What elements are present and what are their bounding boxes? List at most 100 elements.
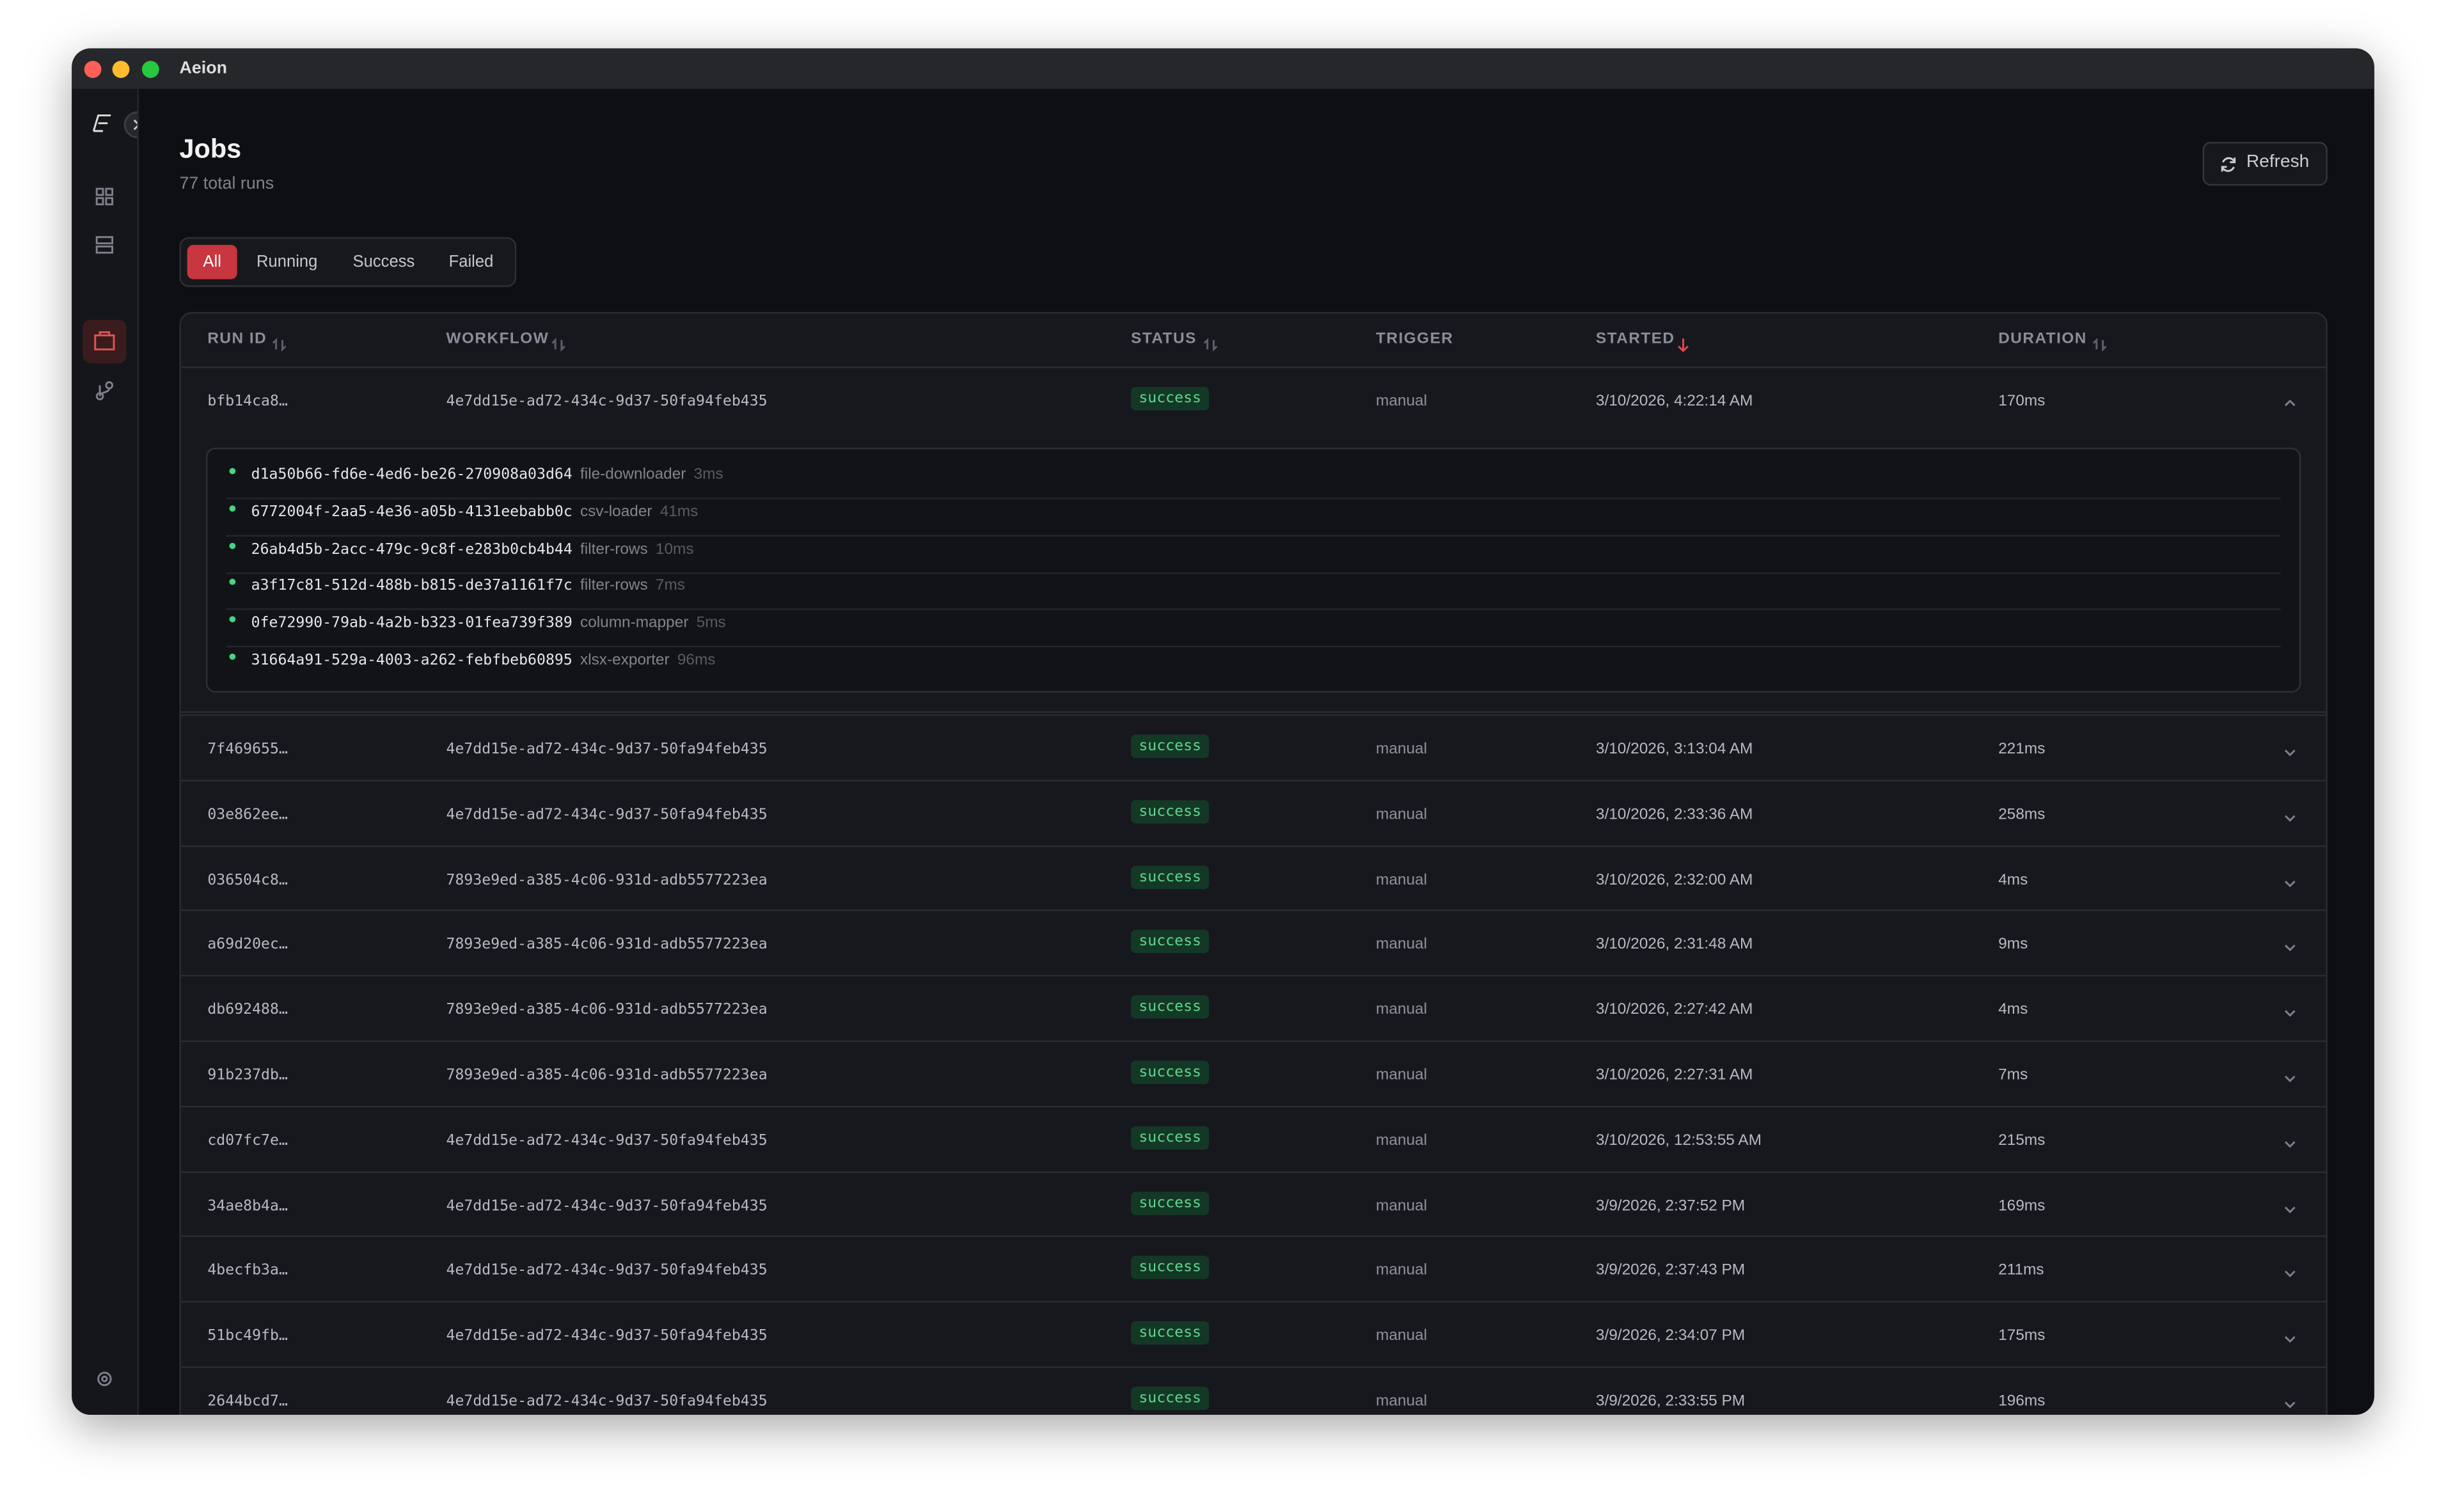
step-id: 0fe72990-79ab-4a2b-b323-01fea739f389 bbox=[251, 615, 572, 633]
cell: 3/9/2026, 2:34:07 PM bbox=[1595, 1327, 1746, 1345]
cell: 7ms bbox=[1998, 1067, 2028, 1084]
step-id: a3f17c81-512d-488b-b815-de37a1161f7c bbox=[251, 578, 572, 595]
cell: bfb14ca8… bbox=[207, 393, 288, 411]
cell: cd07fc7e… bbox=[207, 1132, 288, 1149]
cell: 4e7dd15e-ad72-434c-9d37-50fa94feb435 bbox=[446, 1197, 768, 1215]
table-row[interactable]: 91b237db… 7893e9ed-a385-4c06-931d-adb5577… bbox=[180, 1040, 2326, 1106]
cell: 34ae8b4a… bbox=[207, 1197, 288, 1215]
column-header: STARTED bbox=[1595, 331, 1675, 348]
step-duration: 3ms bbox=[693, 466, 723, 484]
icon bbox=[2282, 391, 2298, 420]
cell: 7893e9ed-a385-4c06-931d-adb5577223ea bbox=[446, 1002, 768, 1019]
column-header: WORKFLOW bbox=[446, 331, 549, 348]
icon bbox=[2282, 1131, 2298, 1159]
icon bbox=[2282, 805, 2298, 833]
cell: 3/10/2026, 2:27:42 AM bbox=[1595, 1002, 1753, 1019]
step-duration: 7ms bbox=[655, 578, 686, 595]
cell: 7893e9ed-a385-4c06-931d-adb5577223ea bbox=[446, 871, 768, 889]
table-row[interactable]: 2644bcd7… 4e7dd15e-ad72-434c-9d37-50fa94f… bbox=[180, 1366, 2326, 1415]
table-row[interactable]: 34ae8b4a… 4e7dd15e-ad72-434c-9d37-50fa94f… bbox=[180, 1170, 2326, 1236]
table-row[interactable]: 03e862ee… 4e7dd15e-ad72-434c-9d37-50fa94f… bbox=[180, 779, 2326, 845]
status-badge: success bbox=[1131, 1126, 1210, 1149]
table-row[interactable]: db692488… 7893e9ed-a385-4c06-931d-adb5577… bbox=[180, 975, 2326, 1041]
step-duration: 5ms bbox=[696, 615, 726, 633]
icon bbox=[2282, 870, 2298, 898]
column-header: STATUS bbox=[1131, 331, 1197, 348]
step-node: file-downloader bbox=[580, 466, 686, 484]
cell: 3/10/2026, 2:32:00 AM bbox=[1595, 871, 1753, 889]
column-header: RUN ID bbox=[207, 331, 267, 348]
step-node: filter-rows bbox=[580, 540, 648, 558]
cell: 4ms bbox=[1998, 871, 2028, 889]
cell: a69d20ec… bbox=[207, 936, 288, 954]
step-id: 6772004f-2aa5-4e36-a05b-4131eebabb0c bbox=[251, 503, 572, 521]
cell: 4becfb3a… bbox=[207, 1262, 288, 1280]
cell: manual bbox=[1376, 1132, 1428, 1149]
cell: 4e7dd15e-ad72-434c-9d37-50fa94feb435 bbox=[446, 393, 768, 411]
icon bbox=[2092, 332, 2107, 360]
status-badge: success bbox=[1131, 865, 1210, 889]
step-node: xlsx-exporter bbox=[580, 652, 670, 670]
refresh-button[interactable]: Refresh bbox=[2202, 141, 2328, 186]
filter-tabs: All Running Success Failed bbox=[179, 237, 517, 287]
cell: manual bbox=[1376, 1002, 1428, 1019]
cell: manual bbox=[1376, 806, 1428, 824]
status-dot bbox=[229, 505, 236, 512]
status-badge: success bbox=[1131, 1387, 1210, 1410]
sidebar-icons bbox=[83, 111, 151, 1387]
table-row[interactable]: 036504c8… 7893e9ed-a385-4c06-931d-adb5577… bbox=[180, 844, 2326, 910]
cell: 4e7dd15e-ad72-434c-9d37-50fa94feb435 bbox=[446, 806, 768, 824]
refresh-icon bbox=[2221, 157, 2236, 172]
cell: manual bbox=[1376, 871, 1428, 889]
step-node: column-mapper bbox=[580, 615, 689, 633]
icon bbox=[2282, 1000, 2298, 1028]
step: 26ab4d5b-2acc-479c-9c8f-e283b0cb4b44 filt… bbox=[226, 536, 2281, 574]
step-node: csv-loader bbox=[580, 503, 652, 521]
table-row[interactable]: a69d20ec… 7893e9ed-a385-4c06-931d-adb5577… bbox=[180, 910, 2326, 975]
table-row[interactable]: 51bc49fb… 4e7dd15e-ad72-434c-9d37-50fa94f… bbox=[180, 1301, 2326, 1366]
filter-tab[interactable]: All bbox=[187, 244, 237, 280]
step-line: 26ab4d5b-2acc-479c-9c8f-e283b0cb4b44 filt… bbox=[251, 540, 694, 558]
table-row[interactable]: 4becfb3a… 4e7dd15e-ad72-434c-9d37-50fa94f… bbox=[180, 1236, 2326, 1301]
cell: db692488… bbox=[207, 1002, 288, 1019]
cell: 4e7dd15e-ad72-434c-9d37-50fa94feb435 bbox=[446, 1132, 768, 1149]
filter-tab[interactable]: Success bbox=[352, 253, 415, 272]
cell: 2644bcd7… bbox=[207, 1392, 288, 1410]
table-row[interactable]: cd07fc7e… 4e7dd15e-ad72-434c-9d37-50fa94f… bbox=[180, 1105, 2326, 1171]
cell: manual bbox=[1376, 1327, 1428, 1345]
cell: 3/10/2026, 2:31:48 AM bbox=[1595, 936, 1753, 954]
status-badge: success bbox=[1131, 799, 1210, 824]
step-duration: 41ms bbox=[659, 503, 698, 521]
column-header: DURATION bbox=[1998, 331, 2087, 348]
cell: 3/10/2026, 3:13:04 AM bbox=[1595, 741, 1753, 759]
cell: manual bbox=[1376, 1392, 1428, 1410]
cell: 036504c8… bbox=[207, 871, 288, 889]
cell: 7f469655… bbox=[207, 741, 288, 759]
cell: manual bbox=[1376, 1067, 1428, 1084]
icon bbox=[271, 332, 287, 360]
status-badge: success bbox=[1131, 930, 1210, 954]
status-badge: success bbox=[1131, 386, 1210, 411]
filter-tab[interactable]: Failed bbox=[448, 253, 494, 272]
status-badge: success bbox=[1131, 995, 1210, 1019]
window-title: Aeion bbox=[179, 59, 227, 78]
cell: manual bbox=[1376, 1262, 1428, 1280]
cell: manual bbox=[1376, 741, 1428, 759]
icon bbox=[551, 332, 566, 360]
cell: 3/9/2026, 2:37:52 PM bbox=[1595, 1197, 1746, 1215]
cell: 3/10/2026, 4:22:14 AM bbox=[1595, 393, 1753, 411]
title-bar: Aeion bbox=[72, 48, 2374, 90]
cell: 170ms bbox=[1998, 393, 2046, 411]
status-dot bbox=[229, 579, 236, 586]
cell: 3/10/2026, 2:27:31 AM bbox=[1595, 1067, 1753, 1084]
cell: 3/10/2026, 2:33:36 AM bbox=[1595, 806, 1753, 824]
filter-tab[interactable]: Running bbox=[256, 253, 318, 272]
table-row[interactable]: bfb14ca8… 4e7dd15e-ad72-434c-9d37-50fa94f… bbox=[180, 366, 2326, 432]
table-row[interactable]: 7f469655… 4e7dd15e-ad72-434c-9d37-50fa94f… bbox=[180, 714, 2326, 780]
cell: 4e7dd15e-ad72-434c-9d37-50fa94feb435 bbox=[446, 741, 768, 759]
step-line: d1a50b66-fd6e-4ed6-be26-270908a03d64 file… bbox=[251, 466, 723, 484]
cell: 258ms bbox=[1998, 806, 2046, 824]
cell: 4e7dd15e-ad72-434c-9d37-50fa94feb435 bbox=[446, 1262, 768, 1280]
column-header: TRIGGER bbox=[1376, 331, 1454, 348]
main: Jobs 77 total runs Refresh All Running Suc… bbox=[139, 89, 2374, 1415]
